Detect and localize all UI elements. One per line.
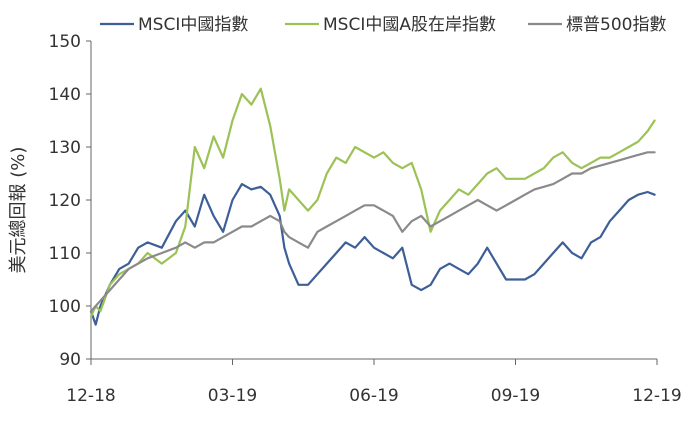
x-tick-label: 12-18: [66, 386, 115, 406]
legend-label-2: MSCI中國A股在岸指數: [323, 15, 496, 35]
x-tick-label: 09-19: [491, 386, 540, 406]
y-tick-label: 120: [49, 191, 81, 211]
axes: 90 100 110 120 130 140 150 12-18 03-19 06-19 09-19…: [8, 32, 682, 406]
legend-label-3: 標普500指數: [566, 15, 666, 35]
legend: MSCI中國指數 MSCI中國A股在岸指數 標普500指數: [100, 15, 666, 35]
series-layer: [89, 87, 656, 326]
y-tick-label: 140: [49, 85, 81, 105]
x-tick-label: 03-19: [208, 386, 257, 406]
x-tick-label: 06-19: [349, 386, 398, 406]
y-tick-label: 90: [59, 350, 81, 370]
series-line-2: [89, 87, 656, 318]
y-tick-label: 110: [49, 244, 81, 264]
x-tick-label: 12-19: [632, 386, 681, 406]
y-axis-label: 美元總回報 (%): [8, 147, 29, 274]
y-tick-label: 150: [49, 32, 81, 52]
legend-label-1: MSCI中國指數: [138, 15, 248, 35]
y-tick-label: 130: [49, 138, 81, 158]
series-line-3: [89, 151, 656, 313]
y-tick-label: 100: [49, 297, 81, 317]
